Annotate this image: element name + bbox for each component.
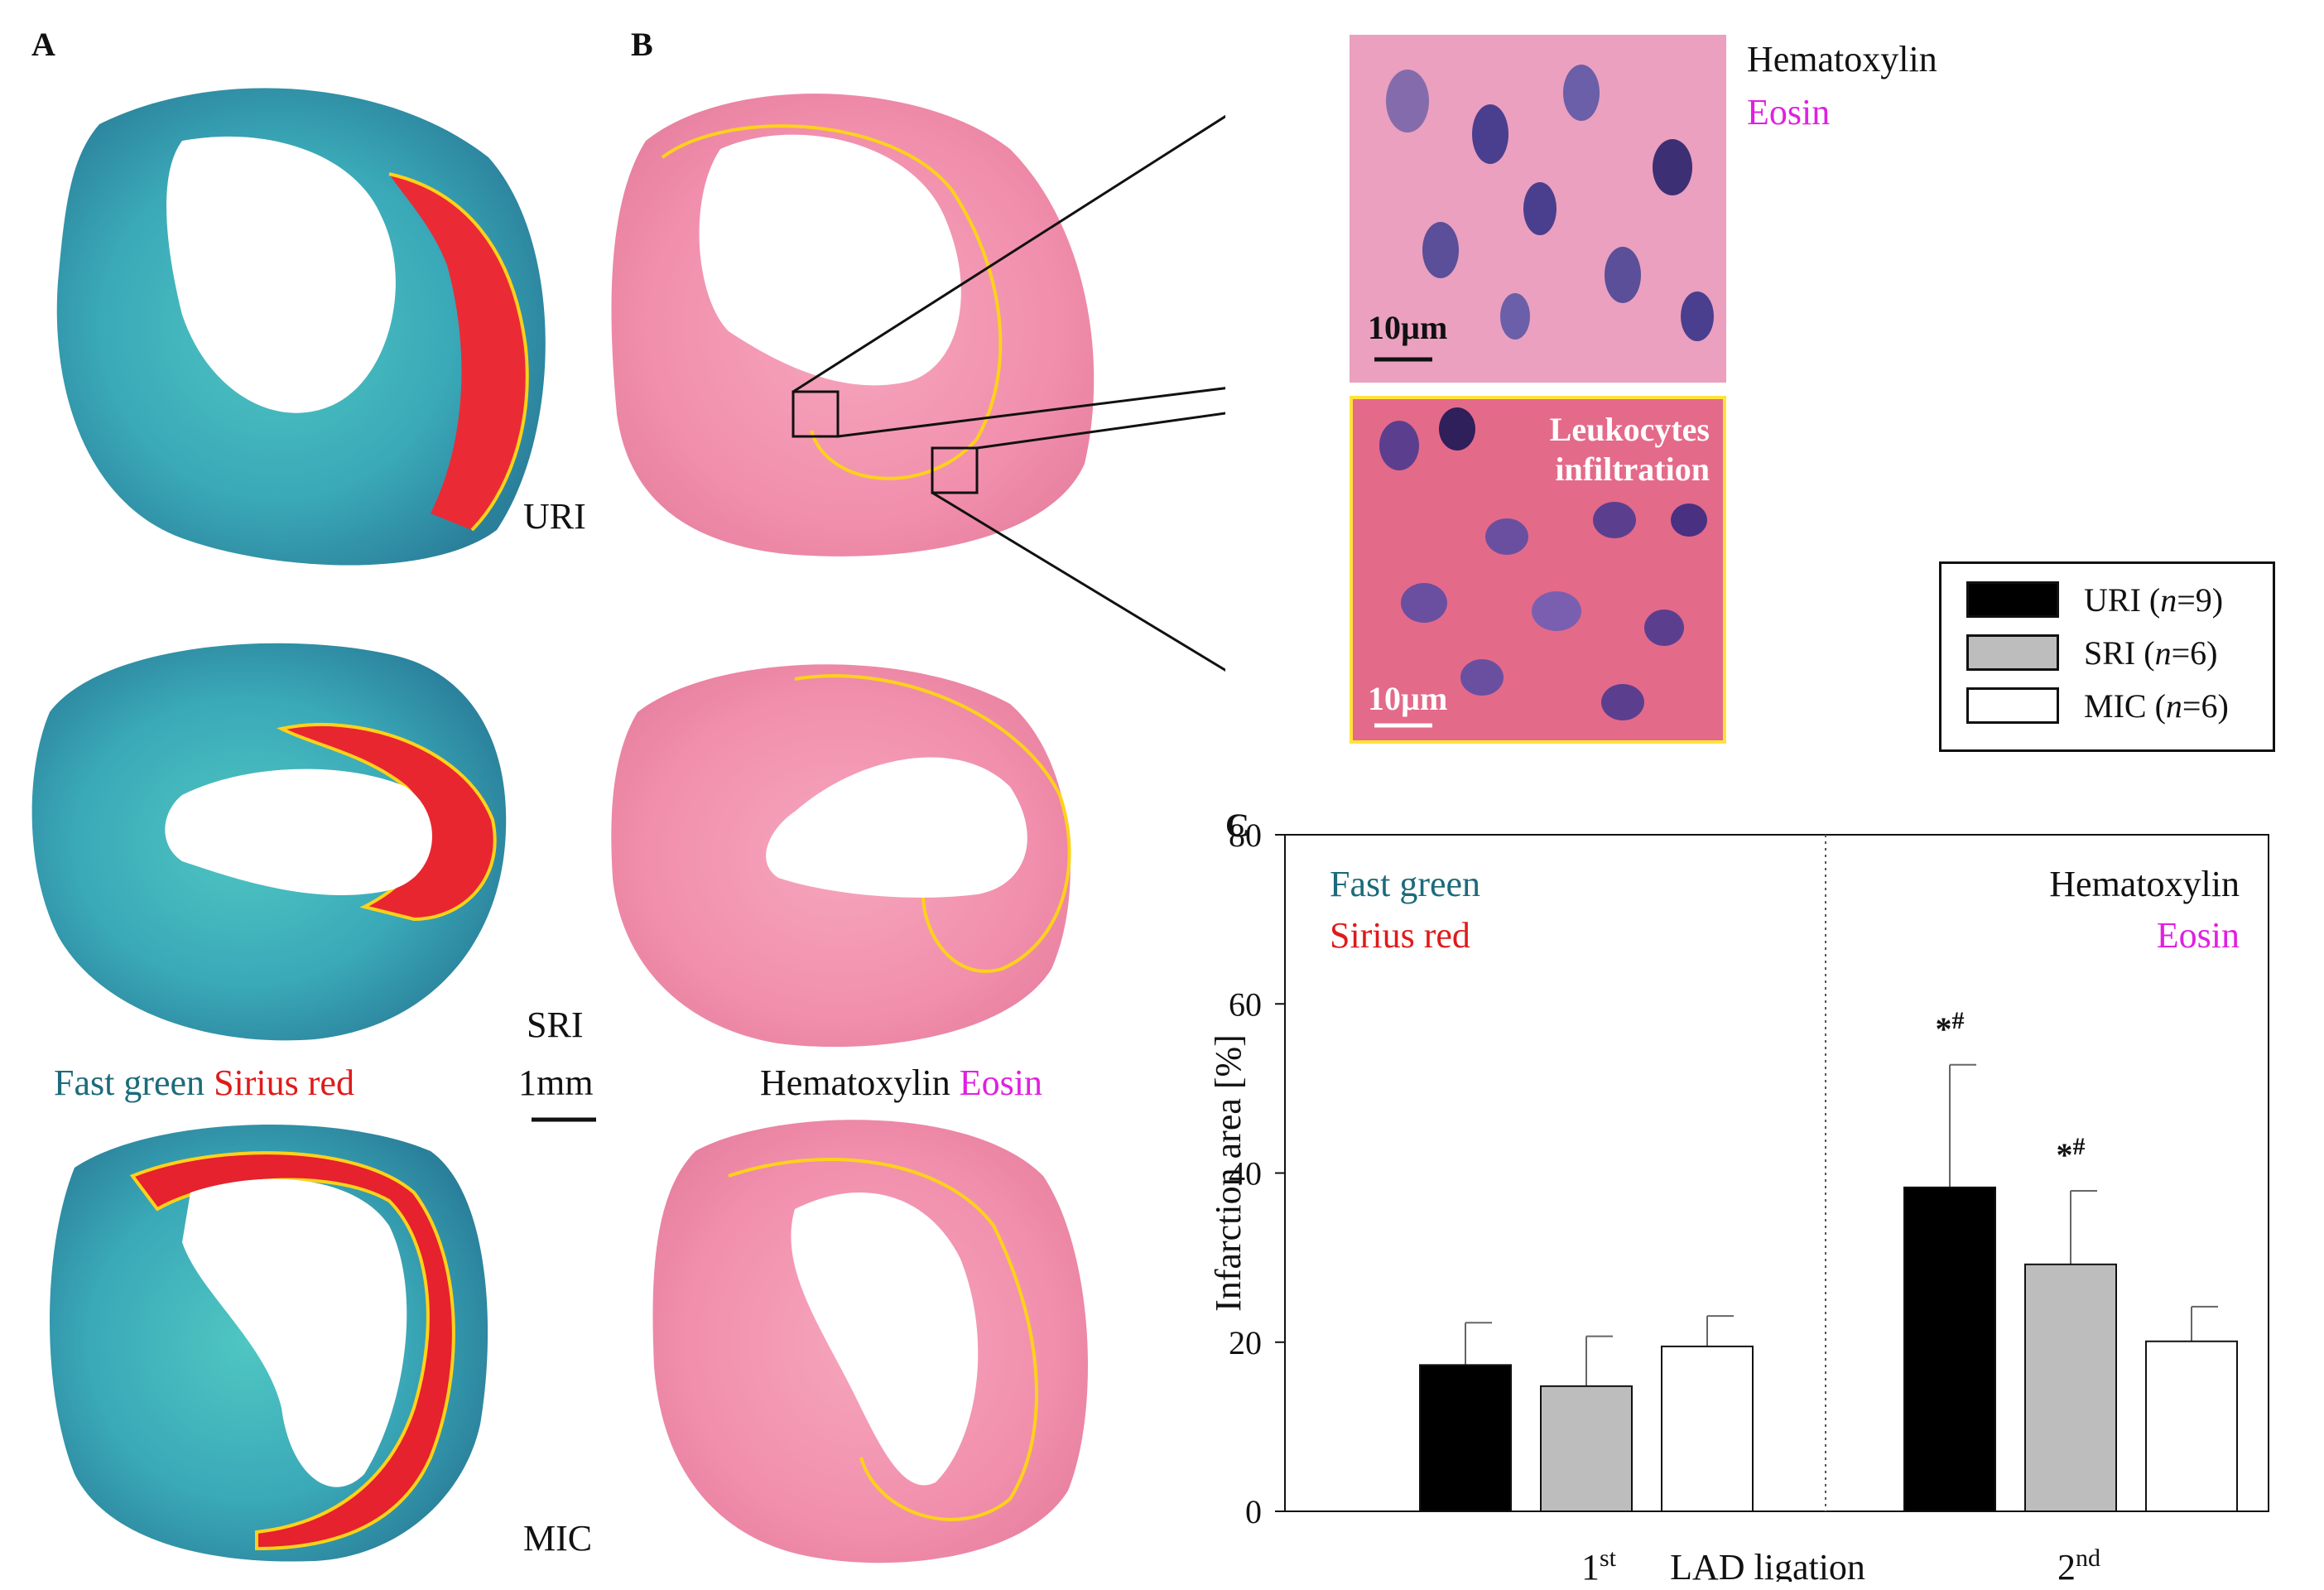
section-b-uri	[611, 93, 1225, 672]
bar-uri-1	[1419, 1364, 1512, 1512]
inset-stain-part1: Hematoxylin	[1747, 39, 1937, 80]
scale-bar-label: 1mm	[518, 1062, 594, 1103]
significance-marker-sri: *#	[2057, 1133, 2086, 1173]
inset-stain-label: Hematoxylin Eosin	[1747, 33, 1937, 139]
stain-b-part2: Eosin	[959, 1062, 1042, 1103]
legend-label-sri: SRI (n=6)	[2084, 634, 2218, 672]
x-group-label-1: 1st	[1581, 1544, 1617, 1582]
y-tick-label-0: 0	[1245, 1493, 1262, 1530]
bar-chart: C 0 20 40 60 80 Infarction area [%] *# *# 1st 2nd L…	[1208, 807, 2269, 1582]
chart-stain-right-1: Hematoxylin	[2049, 864, 2240, 904]
legend-label-uri: URI (n=9)	[2084, 581, 2224, 619]
inset-top	[1350, 35, 1726, 383]
section-a-sri	[31, 643, 507, 1041]
inset-bottom-scale: 10µm	[1368, 680, 1448, 717]
panel-b-letter: B	[631, 26, 653, 63]
label-mic: MIC	[523, 1518, 593, 1559]
chart-stain-left-1: Fast green	[1330, 864, 1480, 904]
section-b-sri	[611, 664, 1071, 1048]
bar-mic-2	[2145, 1340, 2238, 1513]
bar-sri-2	[2024, 1263, 2117, 1512]
y-axis-label: Infarction area [%]	[1208, 1034, 1249, 1312]
section-a-mic	[50, 1124, 488, 1562]
stain-label-b: Hematoxylin Eosin	[760, 1062, 1042, 1104]
y-tick-label-40: 40	[1229, 1155, 1262, 1192]
chart-stain-left-2: Sirius red	[1330, 915, 1470, 956]
panel-c-letter: C	[1225, 807, 1249, 844]
bar-mic-1	[1661, 1345, 1754, 1513]
section-a-uri	[56, 88, 546, 566]
legend-item-uri: URI (n=9)	[1966, 579, 2223, 620]
inset-stain-part2: Eosin	[1747, 92, 1831, 132]
x-group-label-2: 2nd	[2057, 1544, 2100, 1582]
y-tick-label-80: 80	[1229, 817, 1262, 854]
legend-swatch-uri	[1966, 581, 2059, 618]
bar-uri-2	[1903, 1186, 1996, 1512]
legend-label-mic: MIC (n=6)	[2084, 687, 2229, 725]
histology-sections	[31, 88, 1225, 1564]
significance-marker-uri: *#	[1936, 1007, 1965, 1048]
stain-a-part1: Fast green	[54, 1062, 205, 1103]
y-tick-label-60: 60	[1229, 985, 1262, 1023]
inset-bottom-label-line1: Leukocytes	[1549, 411, 1710, 448]
inset-bottom	[1350, 396, 1726, 744]
label-uri: URI	[523, 496, 586, 537]
section-b-mic	[652, 1120, 1088, 1564]
inset-bottom-label-line2: infiltration	[1555, 450, 1710, 488]
legend-swatch-mic	[1966, 687, 2059, 724]
y-tick-label-20: 20	[1229, 1324, 1262, 1361]
inset-top-scale: 10µm	[1368, 309, 1448, 346]
label-sri: SRI	[527, 1005, 584, 1045]
bar-sri-1	[1540, 1385, 1633, 1512]
stain-b-part1: Hematoxylin	[760, 1062, 950, 1103]
panel-a-letter: A	[31, 26, 55, 63]
legend-swatch-sri	[1966, 634, 2059, 671]
legend-item-mic: MIC (n=6)	[1966, 685, 2229, 726]
x-axis-label: LAD ligation	[1670, 1547, 1865, 1582]
legend: URI (n=9) SRI (n=6) MIC (n=6)	[1939, 561, 2275, 752]
chart-stain-right-2: Eosin	[2157, 915, 2240, 956]
legend-item-sri: SRI (n=6)	[1966, 632, 2217, 673]
stain-label-a: Fast green Sirius red	[54, 1062, 354, 1104]
inset-bottom-label: Leukocytes infiltration	[1499, 410, 1710, 489]
stain-a-part2: Sirius red	[214, 1062, 354, 1103]
